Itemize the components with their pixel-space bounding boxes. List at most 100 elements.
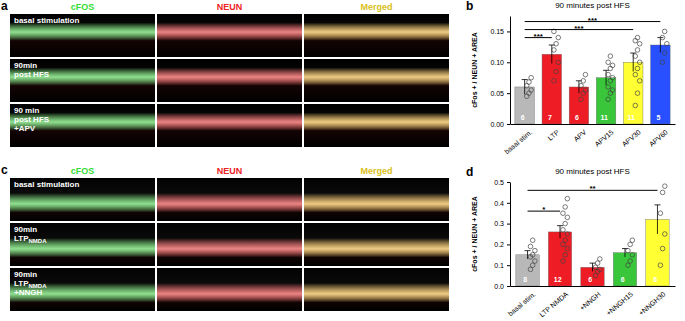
row-label-text: basal stimulation <box>14 180 79 189</box>
row-label: +NNGH <box>14 288 42 297</box>
error-bar-stem <box>551 45 552 64</box>
image-tile <box>157 59 302 102</box>
data-point <box>662 51 667 56</box>
tick: LTP NMDA <box>538 286 569 318</box>
error-bar-stem <box>660 38 661 53</box>
n-label: 12 <box>554 276 562 283</box>
data-point <box>563 221 568 226</box>
error-bar-stem <box>527 251 528 259</box>
data-point <box>554 69 559 74</box>
data-point <box>633 103 638 108</box>
data-point <box>579 83 584 88</box>
data-point <box>528 244 533 249</box>
error-bar-cap <box>522 79 528 80</box>
chart-title: 90 minutes post HFS <box>555 1 630 10</box>
panel-label: a <box>1 0 8 13</box>
tick-label: basal stim. <box>507 290 537 317</box>
plot-marks <box>515 29 670 124</box>
data-point <box>554 41 559 46</box>
tick: 0.3 <box>494 220 510 227</box>
data-point <box>530 238 535 243</box>
row-label: basal stimulation <box>14 180 79 189</box>
error-bar-cap <box>525 250 531 251</box>
column-header: Merged <box>360 166 392 176</box>
tick: LTP <box>547 124 561 142</box>
data-point <box>606 85 611 90</box>
row-label: basal stimulation <box>14 16 79 25</box>
data-point <box>635 48 640 53</box>
n-label: 11 <box>600 114 608 121</box>
bar <box>613 253 636 286</box>
x-axis: basal stim.LTPAPVAPV15APV30APV60 <box>503 124 675 155</box>
error-bar-stem <box>606 70 607 85</box>
tick-mark <box>507 224 510 225</box>
row-label: 90 min <box>14 106 39 115</box>
data-point <box>565 196 570 201</box>
tick: 0.4 <box>494 200 510 207</box>
tick-mark <box>507 286 510 287</box>
tick-label: 0.1 <box>494 262 504 269</box>
tick-label: APV60 <box>648 128 669 147</box>
image-tile <box>304 104 449 147</box>
n-label: 6 <box>575 114 579 121</box>
data-point <box>660 35 665 40</box>
row-label-text: 90min <box>14 225 37 234</box>
tick-label: 0.00 <box>490 121 504 128</box>
data-point <box>665 41 670 46</box>
data-point <box>610 75 615 80</box>
data-point <box>663 184 668 189</box>
row-label: 90min <box>14 61 37 70</box>
data-point <box>660 190 665 195</box>
data-point <box>606 97 611 102</box>
error-bar <box>590 263 596 271</box>
tick: APV30 <box>621 124 642 148</box>
tick-label: +NNGH30 <box>637 290 666 316</box>
image-tile <box>157 104 302 147</box>
chart: 90 minutes post HFScFos + / NEUN + AREA0… <box>471 1 676 155</box>
data-point <box>660 60 665 65</box>
tick-label: 0.3 <box>494 220 504 227</box>
bar <box>548 232 571 286</box>
data-point <box>635 91 640 96</box>
tick-label: APV <box>572 128 587 143</box>
significance-label: *** <box>588 16 598 25</box>
panel-label: c <box>1 163 8 177</box>
error-bar-cap <box>590 263 596 264</box>
image-tile <box>10 59 155 102</box>
data-point <box>637 41 642 46</box>
data-point <box>552 48 557 53</box>
tick-mark <box>507 31 510 32</box>
data-point <box>556 35 561 40</box>
significance-label: * <box>542 205 546 214</box>
tick: 0.2 <box>494 241 510 248</box>
row-label-text: +NNGH <box>14 288 42 297</box>
image-tile <box>10 104 155 147</box>
bar <box>651 45 671 124</box>
bar <box>542 54 562 124</box>
data-point <box>637 60 642 65</box>
image-tile <box>10 268 155 311</box>
data-point <box>598 257 603 262</box>
tick-label: basal stim. <box>503 128 533 155</box>
data-point <box>660 246 665 251</box>
tick: +NNGH30 <box>637 286 666 317</box>
chart-title: 90 minutes post HFS <box>555 167 630 176</box>
image-tile <box>157 223 302 266</box>
data-point <box>533 259 538 264</box>
tick: APV60 <box>648 124 669 148</box>
error-bar-stem <box>560 226 561 238</box>
row-label: 90min <box>14 225 37 234</box>
tick-label: LTP NMDA <box>538 290 569 318</box>
tick-label: 0.5 <box>494 179 504 186</box>
column-header: cFOS <box>71 2 95 12</box>
tick-label: 0.4 <box>494 200 504 207</box>
data-point <box>626 248 631 253</box>
tick: +NNGH15 <box>605 286 634 317</box>
tick: 0.10 <box>490 59 510 66</box>
image-tile <box>157 178 302 221</box>
data-point <box>635 66 640 71</box>
error-bar-cap <box>654 204 660 205</box>
row-label-text: +APV <box>14 124 36 133</box>
n-label: 5 <box>656 114 660 121</box>
tick: 0.0 <box>494 283 510 290</box>
